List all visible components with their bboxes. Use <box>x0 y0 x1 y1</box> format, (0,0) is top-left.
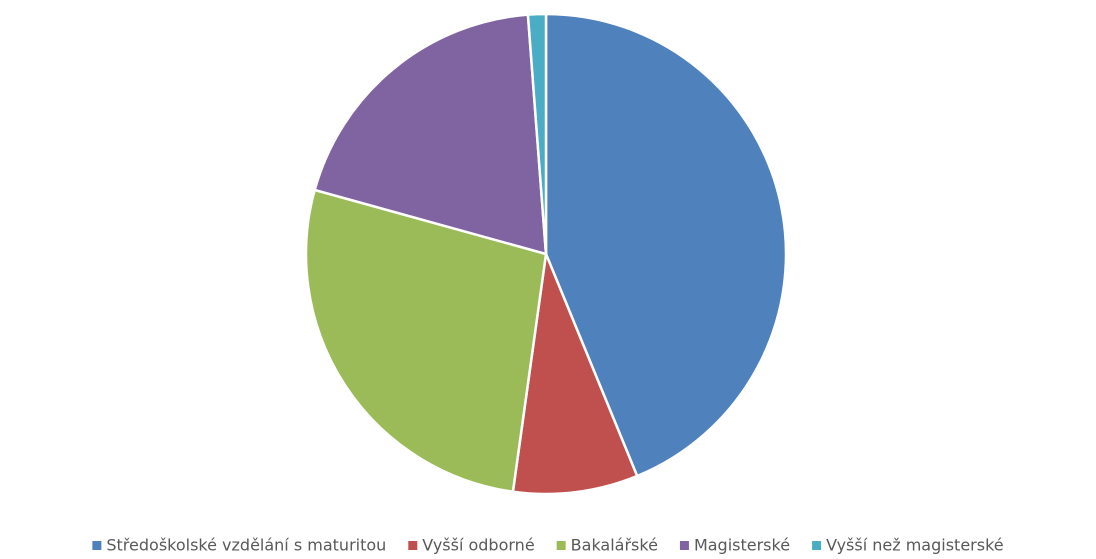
legend-label: Magisterské <box>694 536 790 555</box>
legend-swatch <box>92 541 102 550</box>
pie-slice <box>313 13 548 256</box>
pie-slice <box>526 12 548 255</box>
pie-slice <box>511 249 639 496</box>
legend-swatch <box>679 541 689 550</box>
legend-swatch <box>408 541 418 550</box>
legend-label: Středoškolské vzdělání s maturitou <box>106 536 386 555</box>
legend-swatch <box>556 541 566 550</box>
legend-label: Vyšší odborné <box>422 536 534 555</box>
pie-slice <box>544 12 788 478</box>
legend-label: Vyšší než magisterské <box>826 536 1004 555</box>
legend-swatch <box>812 541 822 550</box>
legend-label: Bakalářské <box>571 536 658 555</box>
pie-slice <box>304 188 548 494</box>
